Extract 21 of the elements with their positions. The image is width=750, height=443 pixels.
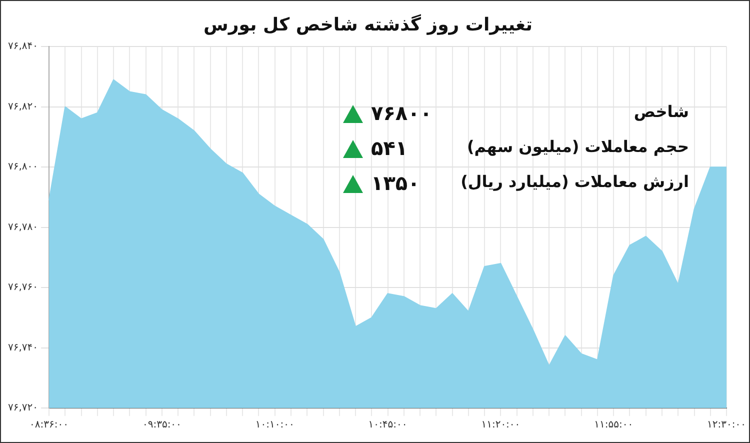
x-tick-label: ۱۰:۴۵:۰۰ xyxy=(368,420,408,431)
annotation: ارزش معاملات (میلیارد ریال) xyxy=(460,172,689,191)
annotation: شاخص xyxy=(634,102,689,121)
y-tick-label: ۷۶,۸۴۰ xyxy=(8,41,38,52)
x-tick-label: ۱۱:۲۰:۰۰ xyxy=(481,420,520,431)
y-tick-label: ۷۶,۷۴۰ xyxy=(8,342,38,354)
x-tick-label: ۱۲:۳۰:۰۰ xyxy=(707,420,746,431)
y-tick-label: ۷۶,۸۰۰ xyxy=(8,162,38,173)
chart-title: تغییرات روز گذشته شاخص کل بورس xyxy=(204,13,532,36)
x-tick-label: ۰۸:۳۶:۰۰ xyxy=(30,420,69,431)
annotation: حجم معاملات (میلیون سهم) xyxy=(466,137,689,156)
y-tick-label: ۷۶,۷۶۰ xyxy=(8,282,38,294)
x-tick-label: ۱۰:۱۰:۰۰ xyxy=(255,420,294,431)
annotation: ۵۴۱ xyxy=(371,136,408,160)
y-tick-label: ۷۶,۷۲۰ xyxy=(8,402,38,414)
annotation: ۷۶۸۰۰ xyxy=(371,101,432,125)
y-tick-label: ۷۶,۸۲۰ xyxy=(8,101,38,112)
y-tick-label: ۷۶,۷۸۰ xyxy=(8,222,38,233)
x-tick-label: ۱۱:۵۵:۰۰ xyxy=(594,420,634,431)
annotation: ۱۳۵۰ xyxy=(371,171,420,195)
x-tick-label: ۰۹:۳۵:۰۰ xyxy=(142,420,182,431)
